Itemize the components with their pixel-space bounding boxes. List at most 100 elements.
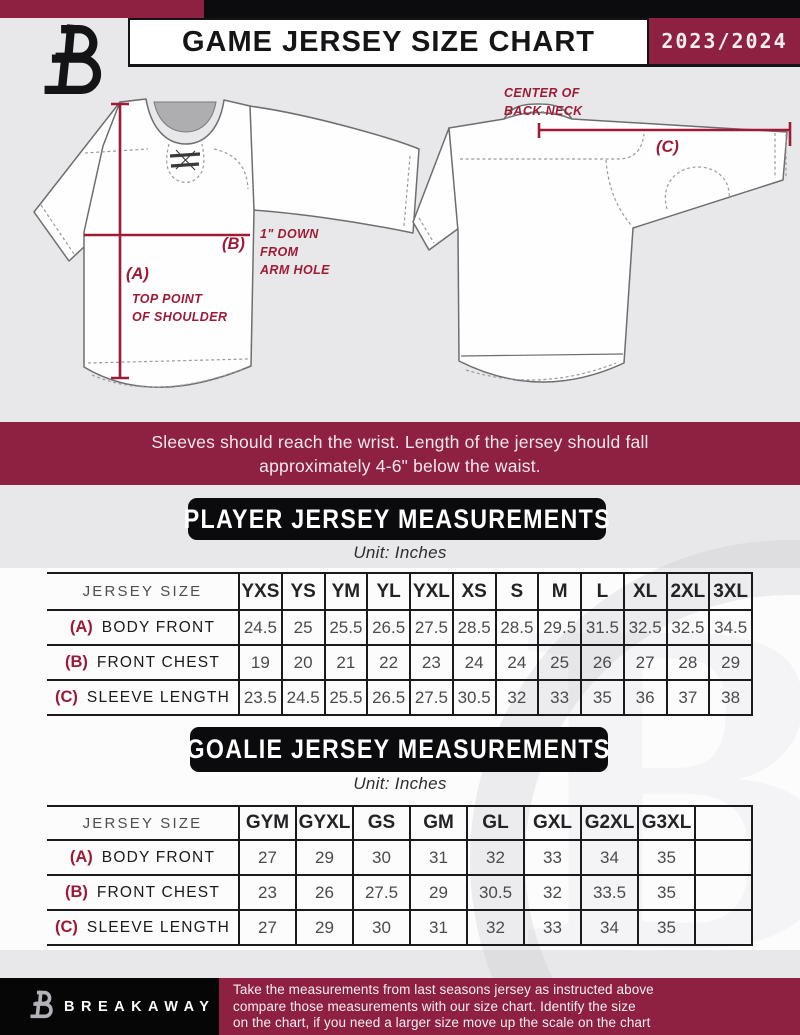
measurement-cell: 32 (494, 679, 539, 716)
season-badge: 2023/2024 (649, 18, 800, 67)
size-column-header: GXL (523, 805, 581, 841)
measurement-cell: 21 (323, 644, 368, 681)
measurement-cell: 24.5 (238, 609, 282, 646)
notice-line-2: approximately 4-6" below the waist. (259, 455, 541, 476)
measurement-cell: 31.5 (580, 609, 624, 646)
breakaway-footer-logo-icon (30, 990, 53, 1019)
label-c: (C) (656, 138, 679, 156)
row-label: (A) BODY FRONT (47, 609, 239, 646)
fit-notice-banner: Sleeves should reach the wrist. Length o… (0, 422, 800, 485)
measurement-cell: 31 (409, 839, 467, 876)
size-column-header: 3XL (708, 572, 753, 611)
size-column-header: GYXL (295, 805, 353, 841)
season-label: 2023/2024 (661, 29, 788, 53)
measurement-row: (B) FRONT CHEST 23 26 27.5 29 30.5 32 33.5 35 (47, 874, 753, 911)
measurement-cell: 32 (466, 909, 524, 946)
measurement-cell (694, 909, 753, 946)
measurement-cell: 30.5 (451, 679, 496, 716)
measurement-cell: 26.5 (366, 609, 410, 646)
size-column-header: GM (409, 805, 467, 841)
measurement-cell: 35 (580, 679, 624, 716)
measurement-cell: 32.5 (622, 609, 667, 646)
footer-instructions: Take the measurements from last seasons … (219, 978, 800, 1035)
measurement-cell: 24 (494, 644, 539, 681)
size-column-header: G2XL (580, 805, 638, 841)
label-a: (A) (126, 265, 149, 283)
measurement-cell (694, 874, 753, 911)
measurement-cell: 20 (280, 644, 325, 681)
measurement-cell: 29 (295, 909, 353, 946)
measurement-cell: 23 (409, 644, 453, 681)
measurement-cell: 35 (637, 909, 695, 946)
footer-instruction-line-1: Take the measurements from last seasons … (233, 982, 654, 997)
measurement-cell: 22 (366, 644, 410, 681)
row-label: (C) SLEEVE LENGTH (47, 679, 239, 716)
measurement-cell: 36 (622, 679, 667, 716)
label-a-note-1: TOP POINT (132, 292, 203, 306)
back-neck-note-2: BACK NECK (504, 104, 583, 118)
measurement-cell: 29 (295, 839, 353, 876)
size-column-header: GYM (238, 805, 296, 841)
measurement-row: (A) BODY FRONT 24.5 25 25.5 26.5 27.5 28.5 28.5 2… (47, 609, 753, 646)
size-column-header: GL (466, 805, 524, 841)
footer-instruction-line-3: on the chart, if you need a larger size … (233, 1015, 651, 1030)
label-b: (B) (222, 235, 245, 253)
measurement-cell: 27.5 (409, 609, 453, 646)
measurement-row: (C) SLEEVE LENGTH 23.5 24.5 25.5 26.5 27.5 30.5… (47, 679, 753, 716)
title-bar: GAME JERSEY SIZE CHART (128, 18, 649, 67)
measurement-cell: 25 (280, 609, 325, 646)
row-label: (B) FRONT CHEST (47, 874, 239, 911)
size-column-header: YM (323, 572, 368, 611)
label-a-note-2: OF SHOULDER (132, 310, 227, 324)
measurement-cell: 32 (523, 874, 581, 911)
goalie-unit-label: Unit: Inches (353, 774, 447, 793)
measurement-cell: 25.5 (323, 679, 368, 716)
measurement-cell: 31 (409, 909, 467, 946)
measurement-cell: 34.5 (708, 609, 753, 646)
size-column-header: 2XL (665, 572, 710, 611)
size-column-header: XS (451, 572, 496, 611)
measurement-cell: 33 (523, 909, 581, 946)
measurement-cell: 33 (523, 839, 581, 876)
measurement-cell: 35 (637, 874, 695, 911)
measurement-cell: 19 (238, 644, 282, 681)
player-section-title: PLAYER JERSEY MEASUREMENTS (183, 503, 611, 534)
size-column-header (694, 805, 753, 841)
size-column-header: YS (280, 572, 325, 611)
size-column-header: L (580, 572, 624, 611)
size-column-header: YXS (238, 572, 282, 611)
label-b-note-1: 1" DOWN (260, 227, 319, 241)
measurement-cell: 27.5 (409, 679, 453, 716)
label-b-note-2: FROM (260, 245, 299, 259)
measurement-cell: 38 (708, 679, 753, 716)
measurement-cell: 34 (580, 909, 638, 946)
measurement-cell: 26 (295, 874, 353, 911)
measurement-cell: 29 (409, 874, 467, 911)
table-header-row: JERSEY SIZE YXS YS YM YL YXL XS S M L XL 2XL 3XL (47, 572, 753, 611)
back-jersey-drawing (412, 103, 788, 383)
measurement-cell: 34 (580, 839, 638, 876)
table-header-row: JERSEY SIZE GYM GYXL GS GM GL GXL G2XL G3XL (47, 805, 753, 841)
back-neck-note-1: CENTER OF (504, 86, 580, 100)
top-strip-black (204, 0, 800, 18)
row-label: (A) BODY FRONT (47, 839, 239, 876)
measurement-row: (B) FRONT CHEST 19 20 21 22 23 24 24 25 26 27 28 29 (47, 644, 753, 681)
corner-label: JERSEY SIZE (47, 572, 239, 611)
measurement-cell: 28.5 (494, 609, 539, 646)
size-column-header: XL (622, 572, 667, 611)
measurement-cell: 24 (451, 644, 496, 681)
measurement-cell: 32 (466, 839, 524, 876)
measurement-cell: 23.5 (238, 679, 282, 716)
measurement-cell: 27 (622, 644, 667, 681)
player-unit-label: Unit: Inches (353, 543, 447, 562)
player-measurements-table: JERSEY SIZE YXS YS YM YL YXL XS S M L XL 2XL 3XL (A) B… (47, 572, 753, 716)
footer-brand-name: BREAKAWAY (64, 998, 216, 1015)
measurement-cell: 29.5 (537, 609, 581, 646)
notice-line-1: Sleeves should reach the wrist. Length o… (151, 431, 649, 452)
breakaway-logo-icon (44, 24, 102, 95)
measurement-cell: 28 (665, 644, 710, 681)
footer-instruction-line-2: compare those measurements with our size… (233, 998, 636, 1014)
front-jersey-drawing (33, 98, 420, 388)
goalie-measurements-table: JERSEY SIZE GYM GYXL GS GM GL GXL G2XL G3XL (A) BO… (47, 805, 753, 946)
size-column-header: M (537, 572, 581, 611)
